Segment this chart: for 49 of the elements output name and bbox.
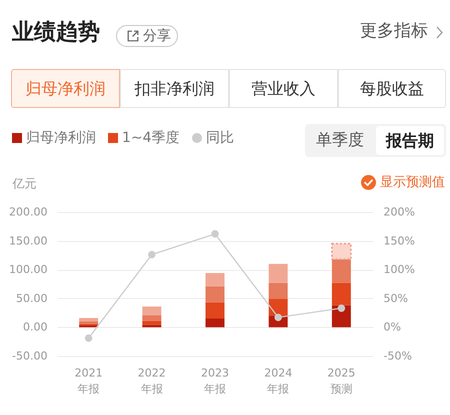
bar	[331, 242, 352, 260]
tab: 归母净利润	[11, 69, 120, 108]
bar	[142, 306, 162, 316]
point	[148, 250, 156, 258]
text: 显示预测值	[380, 175, 445, 190]
text: 更多指标	[360, 21, 428, 41]
tab: 每股收益	[338, 69, 446, 108]
segment-selected: 报告期	[376, 126, 444, 155]
point	[338, 304, 346, 312]
segmented-control: 单季度 报告期	[305, 124, 446, 157]
bar	[206, 273, 224, 286]
x-tick-label: 2023 年报	[201, 366, 229, 396]
bar	[79, 318, 98, 322]
y2-tick-label: -50%	[384, 350, 412, 362]
bar	[268, 298, 288, 316]
legend-label: 归母净利润	[26, 130, 96, 146]
y-tick-label: 0.00	[23, 320, 48, 334]
bar	[268, 264, 288, 283]
bar	[142, 315, 162, 321]
point	[84, 334, 92, 342]
y-tick-label: -50.00	[12, 350, 48, 362]
bar	[332, 259, 351, 283]
bar	[206, 286, 224, 302]
share-button: 分享	[116, 25, 178, 47]
tab: 营业收入	[228, 69, 338, 108]
y-tick-label: 100.00	[9, 263, 48, 276]
bar	[142, 320, 162, 325]
x-tick-label: 2021 年报	[74, 366, 103, 396]
y2-tick-label: 100%	[384, 263, 415, 276]
bar	[206, 318, 224, 328]
bar	[332, 282, 351, 306]
bar	[268, 282, 288, 299]
legend-label: 同比	[206, 130, 234, 146]
x-tick-label: 2022 年报	[138, 366, 166, 396]
y-tick-label: 150.00	[9, 234, 48, 248]
bar	[206, 302, 224, 319]
y2-tick-label: 50%	[384, 292, 408, 305]
y-tick-label: 50.00	[16, 292, 48, 305]
legend-label: 1~4季度	[122, 130, 180, 146]
point	[211, 230, 219, 238]
tab: 扣非净利润	[120, 69, 229, 108]
x-tick-label: 2025 预测	[327, 366, 356, 396]
y2-tick-label: 0%	[384, 320, 401, 334]
y-tick-label: 200.00	[9, 206, 48, 218]
y2-tick-label: 200%	[384, 206, 415, 218]
chart-title: 业绩趋势	[11, 20, 100, 45]
y2-tick-label: 150%	[384, 234, 415, 248]
x-tick-label: 2024 年报	[264, 366, 292, 396]
y-axis-title: 亿元	[12, 176, 36, 190]
